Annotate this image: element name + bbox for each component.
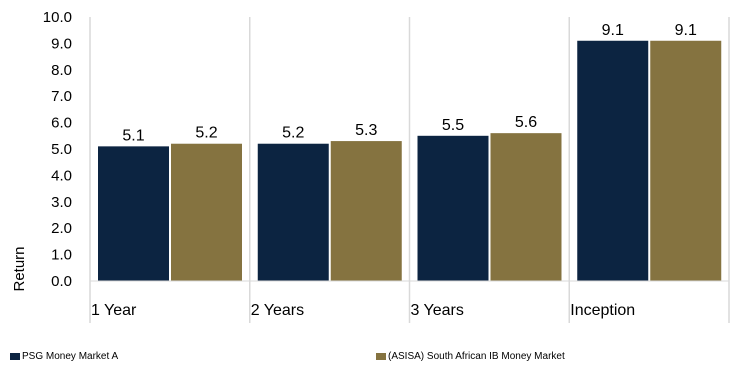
y-tick-label: 2.0: [51, 220, 72, 237]
data-label-series-1-1: 5.1: [122, 127, 144, 144]
y-tick-label: 6.0: [51, 115, 72, 132]
data-label-series-2-4: 9.1: [675, 22, 697, 39]
bar-series-1-3-years: [417, 135, 489, 281]
bar-series-2-3-years: [490, 133, 562, 281]
x-category-label: 1 Year: [91, 302, 137, 319]
y-tick-label: 5.0: [51, 141, 72, 158]
bar-series-1-inception: [577, 40, 649, 282]
data-label-series-1-3: 5.5: [442, 117, 464, 134]
bar-series-1-2-years: [257, 143, 329, 281]
y-tick-label: 8.0: [51, 62, 72, 79]
bars: [98, 40, 722, 282]
y-tick-label: 3.0: [51, 194, 72, 211]
data-label-series-1-2: 5.2: [282, 125, 304, 142]
data-labels: 5.1 5.2 5.5 9.1 5.2 5.3 5.6 9.1: [122, 22, 697, 145]
y-tick-label: 1.0: [51, 247, 72, 264]
legend: PSG Money Market A (ASISA) South African…: [0, 351, 733, 367]
y-tick-label: 10.0: [43, 9, 72, 26]
category-separators: [89, 17, 730, 323]
y-tick-label: 7.0: [51, 88, 72, 105]
legend-label-series-1: PSG Money Market A: [22, 351, 119, 362]
data-label-series-2-2: 5.3: [355, 122, 377, 139]
data-label-series-2-1: 5.2: [195, 125, 217, 142]
y-tick-label: 0.0: [51, 273, 72, 290]
y-tick-label: 9.0: [51, 35, 72, 52]
y-tick-label: 4.0: [51, 167, 72, 184]
bar-series-2-2-years: [330, 141, 402, 281]
x-category-label: 2 Years: [251, 302, 304, 319]
data-label-series-1-4: 9.1: [602, 22, 624, 39]
legend-label-series-2: (ASISA) South African IB Money Market: [388, 351, 565, 362]
x-axis-categories: 1 Year 2 Years 3 Years Inception: [91, 302, 635, 319]
bar-series-2-inception: [650, 40, 722, 282]
x-category-label: 3 Years: [411, 302, 464, 319]
x-category-label: Inception: [570, 302, 635, 319]
bar-chart: 5.1 5.2 5.5 9.1 5.2 5.3 5.6 9.1 0.0 1.0 2.0 3.0 4.0…: [11, 9, 730, 323]
data-label-series-2-3: 5.6: [515, 114, 537, 131]
bar-series-1-1-year: [98, 146, 169, 281]
legend-item-series-1: PSG Money Market A: [10, 351, 118, 362]
bar-series-2-1-year: [171, 143, 242, 281]
y-axis-ticks: 0.0 1.0 2.0 3.0 4.0 5.0 6.0 7.0 8.0 9.0 10.0: [43, 9, 72, 290]
y-axis-title: Return: [11, 246, 28, 291]
legend-item-series-2: (ASISA) South African IB Money Market: [376, 351, 565, 362]
legend-swatch-series-1: [10, 353, 20, 360]
legend-swatch-series-2: [376, 353, 386, 360]
